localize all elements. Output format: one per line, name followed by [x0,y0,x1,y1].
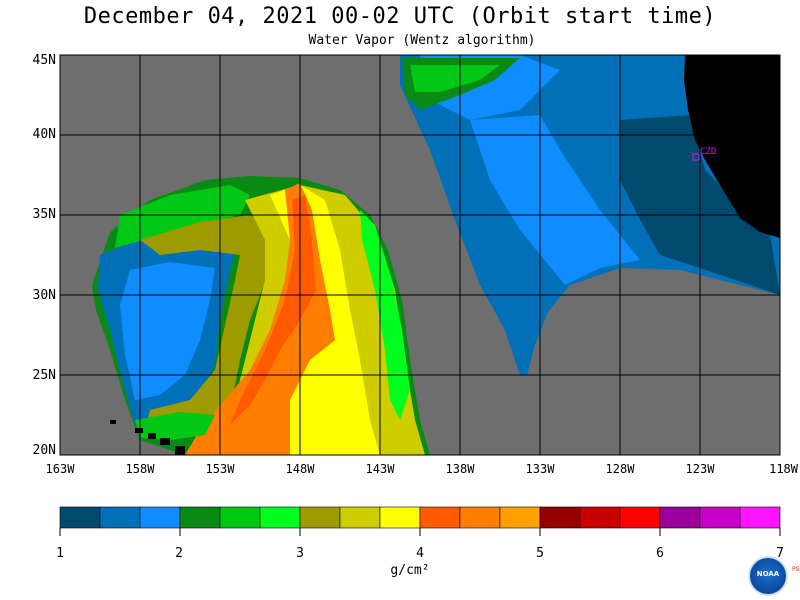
lon-label-133w: 133W [525,462,555,476]
colorbar-swatch [419,506,461,529]
western-swath-green-top [115,185,250,248]
lat-lon-grid [60,55,780,455]
colorbar-swatch [459,506,501,529]
lat-label-30n: 30N [32,288,56,303]
colorbar-swatch [259,506,301,529]
land-west-coast [684,55,780,238]
colorbar-label-4: 4 [416,546,424,561]
colorbar-swatch [539,506,581,529]
noaa-logo: NOAA [748,556,788,596]
colorbar-swatch [139,506,181,529]
colorbar-label-3: 3 [296,546,304,561]
colorbar-label-5: 5 [536,546,544,561]
lon-label-118w: 118W [769,462,798,476]
western-swath-lime [360,210,410,420]
colorbar-swatch [619,506,661,529]
hawaii-islands [110,420,185,455]
colorbar-unit: g/cm² [390,563,430,578]
eastern-swath-light [470,115,640,285]
colorbar-swatch [179,506,221,529]
lon-label-128w: 128W [605,462,635,476]
lat-label-35n: 35N [32,207,56,222]
colorbar-swatch [99,506,141,529]
lon-label-153w: 153W [205,462,235,476]
colorbar-swatch [699,506,741,529]
western-swath-redorange [230,195,316,425]
colorbar-swatch [299,506,341,529]
colorbar-label-6: 6 [656,546,664,561]
lon-label-123w: 123W [685,462,715,476]
western-swath-blue2 [120,262,215,400]
colorbar-swatch [379,506,421,529]
colorbar-label-2: 2 [175,546,183,561]
psl-logo-text: PSL [792,566,800,573]
lat-label-40n: 40N [32,127,56,142]
lon-label-163w: 163W [45,462,75,476]
lon-label-143w: 143W [365,462,395,476]
colorbar-label-7: 7 [776,546,784,561]
western-swath-olive-arc [140,215,280,430]
map-title: December 04, 2021 00-02 UTC (Orbit start… [83,4,717,29]
lon-label-158w: 158W [125,462,155,476]
lat-label-45n: 45N [32,53,56,68]
colorbar-swatch [659,506,701,529]
map-frame [59,54,781,456]
colorbar-swatch [339,506,381,529]
colorbar-label-1: 1 [56,546,64,561]
lat-label-20n: 20N [32,443,56,458]
colorbar-swatch [219,506,261,529]
western-swath [92,176,430,455]
colorbar-swatch [739,506,781,529]
eastern-swath-green2 [410,65,500,92]
colorbar [59,506,781,536]
colorbar-swatch [499,506,541,529]
colorbar-swatch [59,506,101,529]
station-marker [692,153,700,161]
colorbar-swatch [579,506,621,529]
map-subtitle: Water Vapor (Wentz algorithm) [308,33,536,48]
noaa-logo-text: NOAA [756,570,780,578]
station-label-czd: CZD [700,147,717,157]
lon-label-148w: 148W [285,462,315,476]
lon-label-138w: 138W [445,462,475,476]
lat-label-25n: 25N [32,368,56,383]
